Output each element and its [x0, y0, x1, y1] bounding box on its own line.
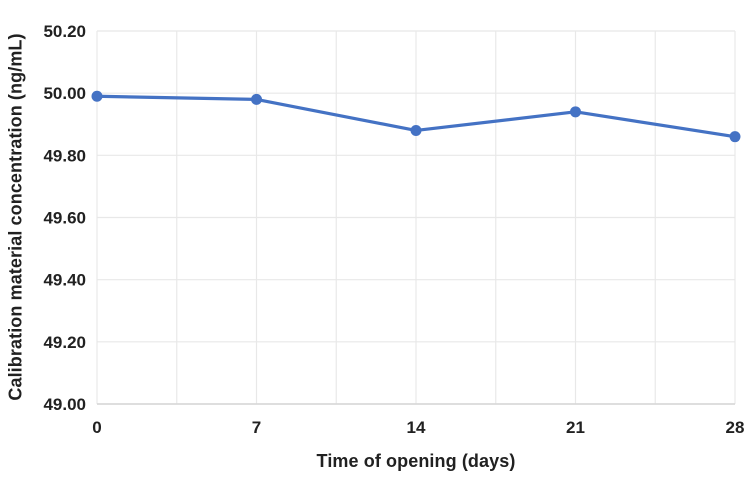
y-tick-label: 49.60 [43, 209, 86, 228]
x-tick-label: 21 [566, 418, 585, 437]
y-tick-label: 49.20 [43, 333, 86, 352]
x-tick-label: 28 [726, 418, 745, 437]
x-tick-label: 0 [92, 418, 101, 437]
y-tick-label: 49.40 [43, 271, 86, 290]
data-point-marker [91, 90, 103, 102]
y-tick-label: 49.80 [43, 146, 86, 165]
data-point-marker [729, 131, 741, 143]
data-point-marker [570, 106, 581, 118]
x-tick-label: 7 [252, 418, 261, 437]
y-axis-title: Calibration material concentration (ng/m… [5, 33, 26, 401]
y-tick-label: 50.00 [43, 84, 86, 103]
y-tick-label: 49.00 [43, 395, 86, 414]
data-point-marker [410, 124, 422, 136]
data-point-marker [251, 93, 262, 105]
y-tick-label: 50.20 [43, 22, 86, 41]
x-axis-title: Time of opening (days) [316, 451, 516, 471]
x-tick-label: 14 [407, 418, 426, 437]
